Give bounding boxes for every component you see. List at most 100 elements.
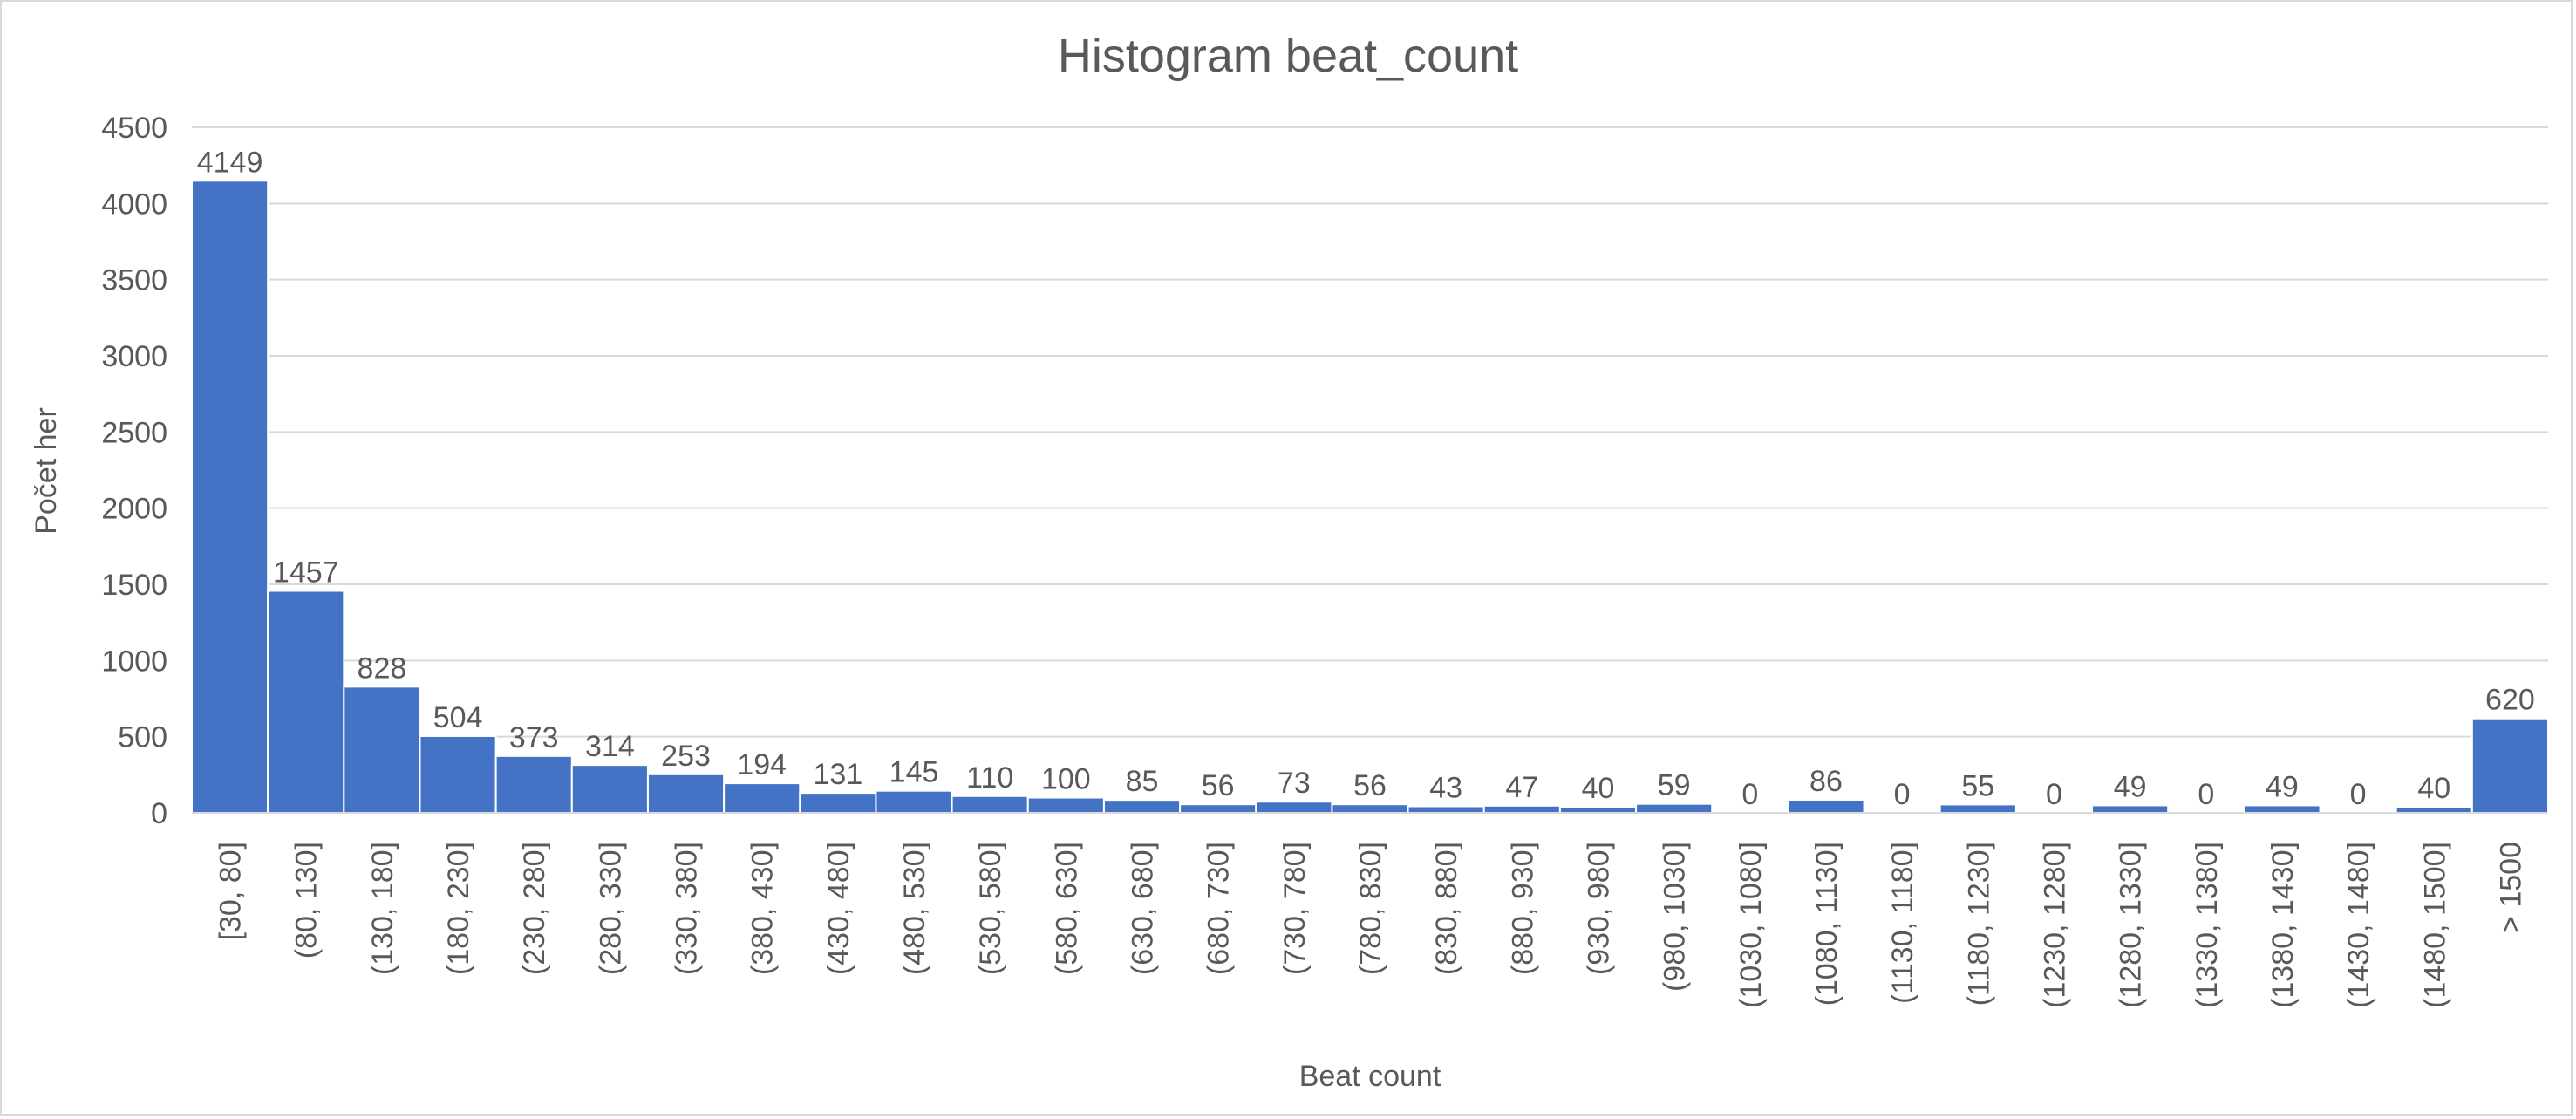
gridlines [192, 126, 2548, 738]
data-label: 0 [2046, 778, 2062, 811]
data-label: 504 [433, 701, 483, 734]
data-label: 55 [1961, 769, 1994, 802]
data-label: 110 [966, 761, 1013, 795]
bar [875, 789, 953, 815]
x-tick-label: (330, 380] [671, 842, 704, 975]
data-label: 373 [509, 721, 559, 754]
data-labels: 4149 1457 828 504 373 314 253 194 131 145 110 100 85… [197, 146, 2535, 811]
bar [1558, 806, 1638, 814]
data-label: 0 [2350, 778, 2367, 811]
x-tick-label: (1480, 1500] [2418, 842, 2451, 1008]
bar [1635, 802, 1714, 814]
x-tick-label: > 1500 [2494, 842, 2527, 933]
y-tick-label: 4000 [101, 188, 167, 221]
bar [1939, 803, 2017, 814]
x-tick-label: (1380, 1430] [2266, 842, 2300, 1008]
bar [1482, 804, 1561, 814]
bar [2243, 804, 2321, 815]
data-label: 49 [2266, 770, 2299, 803]
bar [343, 686, 421, 814]
x-tick-label: (230, 280] [518, 842, 551, 975]
data-label: 0 [1741, 778, 1758, 811]
x-axis-tick-labels: [30, 80] (80, 130] (130, 180] (180, 230] (23… [215, 842, 2528, 1008]
y-tick-label: 1500 [101, 569, 167, 602]
data-label: 40 [1582, 772, 1615, 805]
x-tick-label: (80, 130] [290, 842, 324, 959]
data-label: 43 [1429, 771, 1462, 804]
x-tick-label: (630, 680] [1127, 842, 1160, 975]
data-label: 253 [661, 740, 711, 773]
data-label: 49 [2114, 770, 2147, 803]
data-label: 56 [1202, 769, 1235, 802]
data-label: 56 [1353, 769, 1387, 802]
bar [799, 792, 877, 814]
bar [1331, 803, 1409, 815]
bar [1102, 799, 1182, 814]
x-tick-label: (930, 980] [1582, 842, 1615, 975]
y-axis-title: Počet her [30, 407, 63, 535]
x-tick-label: (730, 780] [1278, 842, 1312, 975]
bar [570, 764, 649, 814]
bars [191, 180, 2549, 815]
y-tick-label: 0 [151, 797, 167, 830]
x-axis-title: Beat count [1299, 1060, 1441, 1093]
x-tick-label: (1180, 1230] [1962, 842, 1995, 1006]
bar [646, 773, 726, 814]
x-tick-label: [30, 80] [215, 842, 248, 940]
data-label: 85 [1126, 765, 1159, 798]
data-label: 1457 [273, 556, 339, 590]
bar [267, 590, 345, 815]
x-tick-label: (1280, 1330] [2115, 842, 2148, 1008]
x-tick-label: (280, 330] [594, 842, 627, 975]
y-tick-label: 2500 [101, 416, 167, 449]
x-tick-label: (1430, 1480] [2342, 842, 2375, 1008]
data-label: 4149 [197, 146, 263, 179]
data-label: 314 [585, 730, 635, 763]
data-label: 145 [889, 756, 939, 789]
data-label: 86 [1809, 765, 1843, 798]
data-label: 59 [1658, 769, 1691, 802]
x-tick-label: (980, 1030] [1659, 842, 1692, 992]
bar [1026, 796, 1105, 814]
y-tick-label: 4500 [101, 112, 167, 145]
bar [951, 795, 1029, 815]
data-label: 73 [1278, 767, 1311, 800]
bar [2395, 806, 2473, 814]
bar [494, 754, 573, 814]
y-tick-label: 3500 [101, 264, 167, 297]
bar [191, 180, 269, 815]
bar [2470, 717, 2549, 814]
chart-title: Histogram beat_count [1058, 30, 1518, 82]
x-tick-label: (180, 230] [442, 842, 475, 975]
data-label: 194 [737, 748, 787, 781]
y-tick-label: 3000 [101, 340, 167, 373]
x-tick-label: (1130, 1180] [1886, 842, 1919, 1004]
x-tick-label: (430, 480] [822, 842, 855, 975]
x-tick-label: (480, 530] [898, 842, 931, 975]
x-tick-label: (1330, 1380] [2191, 842, 2224, 1008]
x-tick-label: (580, 630] [1050, 842, 1083, 975]
x-tick-label: (1080, 1130] [1810, 842, 1843, 1006]
x-tick-label: (680, 730] [1203, 842, 1236, 975]
data-label: 0 [1894, 778, 1911, 811]
x-tick-label: (130, 180] [366, 842, 399, 975]
bar [1179, 803, 1257, 815]
y-tick-label: 2000 [101, 493, 167, 526]
bar [1255, 801, 1333, 814]
x-tick-label: (380, 430] [746, 842, 780, 975]
x-tick-label: (1030, 1080] [1734, 842, 1768, 1008]
data-label: 0 [2198, 778, 2214, 811]
data-label: 131 [814, 758, 863, 791]
x-tick-label: (530, 580] [974, 842, 1007, 975]
data-label: 828 [358, 652, 407, 685]
data-label: 100 [1041, 763, 1091, 796]
x-tick-label: (830, 880] [1430, 842, 1463, 975]
y-tick-label: 500 [118, 721, 167, 754]
bar [2091, 804, 2170, 815]
bar [723, 782, 801, 815]
bar [1787, 798, 1865, 814]
x-tick-label: (780, 830] [1354, 842, 1387, 975]
x-tick-label: (1230, 1280] [2038, 842, 2071, 1008]
